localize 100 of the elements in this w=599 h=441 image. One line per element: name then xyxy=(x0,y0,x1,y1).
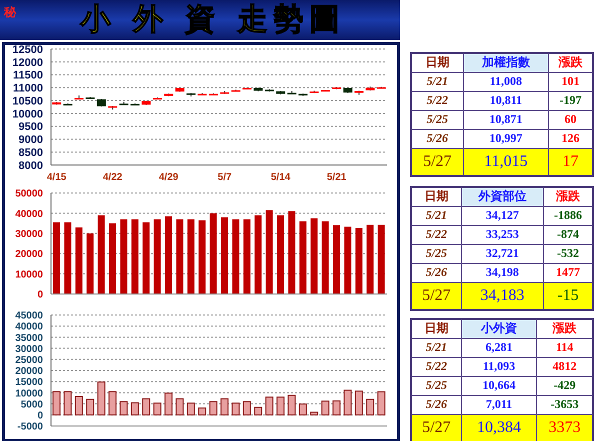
text: -874 xyxy=(556,227,579,241)
category-label: 日期 xyxy=(411,319,462,338)
bar xyxy=(186,402,195,416)
bar xyxy=(232,219,240,294)
category-label: 小外資 xyxy=(461,319,537,338)
y-tick-label: 5000 xyxy=(20,399,44,410)
text: 11,093 xyxy=(482,359,516,373)
y-tick-label: 40000 xyxy=(15,322,44,333)
category-label: 漲跌 xyxy=(548,53,593,72)
text: 60 xyxy=(564,112,577,126)
bar xyxy=(187,219,194,294)
y-tick-label: 9500 xyxy=(18,121,43,134)
bar xyxy=(108,391,117,416)
bar xyxy=(210,213,217,294)
chart-title: 小 外 資 走勢圖 xyxy=(79,1,347,39)
bar xyxy=(344,226,352,294)
text: 34,127 xyxy=(486,208,519,222)
bar xyxy=(333,225,340,294)
text: 10,997 xyxy=(489,131,522,145)
bar xyxy=(366,224,374,294)
x-tick-label: 4/15 xyxy=(46,172,67,184)
category-label: 5/26 xyxy=(426,265,448,279)
y-tick-label: -5000 xyxy=(17,422,44,433)
bar xyxy=(176,398,184,416)
y-tick-label: 35000 xyxy=(15,332,44,344)
bar xyxy=(98,215,105,294)
bar xyxy=(176,219,184,294)
y-tick-label: 15000 xyxy=(15,377,44,388)
bar xyxy=(164,392,173,416)
text: 11,008 xyxy=(490,74,522,88)
y-tick-label: 9000 xyxy=(18,134,43,146)
text: -3653 xyxy=(550,397,579,411)
bar xyxy=(254,406,262,416)
bar xyxy=(120,219,128,294)
y-tick-label: 30000 xyxy=(15,228,44,240)
text: 11,015 xyxy=(484,152,528,170)
bar xyxy=(322,221,329,294)
bar xyxy=(220,398,229,416)
category-label: 5/22 xyxy=(426,93,448,107)
category-label: 5/26 xyxy=(426,397,448,411)
y-tick-label: 12000 xyxy=(12,56,43,69)
y-tick-label: 8000 xyxy=(18,160,43,172)
bar xyxy=(64,391,72,416)
bar xyxy=(198,220,206,294)
text: 4812 xyxy=(552,359,577,373)
text: 34,183 xyxy=(480,286,524,304)
bar xyxy=(276,396,285,416)
category-label: 5/22 xyxy=(426,359,448,373)
bar xyxy=(142,222,150,294)
text: 10,664 xyxy=(482,378,516,392)
y-tick-label: 0 xyxy=(37,410,44,422)
y-tick-label: 10000 xyxy=(15,269,44,280)
bar xyxy=(75,227,82,294)
text: -15 xyxy=(557,286,579,304)
y-tick-label: 0 xyxy=(37,290,44,301)
text: 126 xyxy=(562,131,580,145)
category-label: 漲跌 xyxy=(543,187,593,206)
category-label: 5/21 xyxy=(426,74,448,88)
bar xyxy=(53,222,60,294)
y-tick-label: 45000 xyxy=(15,310,44,322)
category-label: 5/22 xyxy=(426,227,448,241)
bar xyxy=(86,398,94,416)
bar xyxy=(52,391,61,416)
bar xyxy=(355,228,362,294)
bar xyxy=(310,412,318,416)
y-tick-label: 25000 xyxy=(15,354,44,366)
y-tick-label: 10000 xyxy=(15,388,44,400)
y-tick-label: 10500 xyxy=(12,95,43,108)
category-label: 加權指數 xyxy=(463,53,549,72)
bar xyxy=(344,390,352,416)
bar xyxy=(109,223,116,294)
x-tick-label: 4/29 xyxy=(158,172,179,184)
bar xyxy=(74,396,83,416)
text: 7,011 xyxy=(486,397,512,411)
y-tick-label: 20000 xyxy=(15,249,44,260)
y-tick-label: 20000 xyxy=(15,366,44,378)
category-label: 日期 xyxy=(411,187,462,206)
category-label: 外資部位 xyxy=(461,187,544,206)
bar xyxy=(154,219,161,294)
category-label: 漲跌 xyxy=(536,319,593,338)
bar xyxy=(266,210,273,294)
bar xyxy=(86,233,94,294)
bar xyxy=(378,224,385,294)
y-tick-label: 11000 xyxy=(13,82,43,95)
text: 10,871 xyxy=(489,112,522,126)
category-label: 5/25 xyxy=(426,246,448,260)
bar xyxy=(288,394,296,416)
bar xyxy=(120,401,128,416)
text: 17 xyxy=(562,152,579,170)
text: -532 xyxy=(556,246,579,260)
category-label: 日期 xyxy=(411,53,464,72)
bar xyxy=(366,398,374,416)
y-tick-label: 12500 xyxy=(12,44,43,56)
bar xyxy=(310,218,318,294)
text: 114 xyxy=(556,340,574,354)
category-label: 5/25 xyxy=(426,378,448,392)
x-tick-label: 4/22 xyxy=(102,172,123,184)
bar xyxy=(97,382,106,416)
bar xyxy=(254,215,262,294)
bar xyxy=(265,396,274,416)
